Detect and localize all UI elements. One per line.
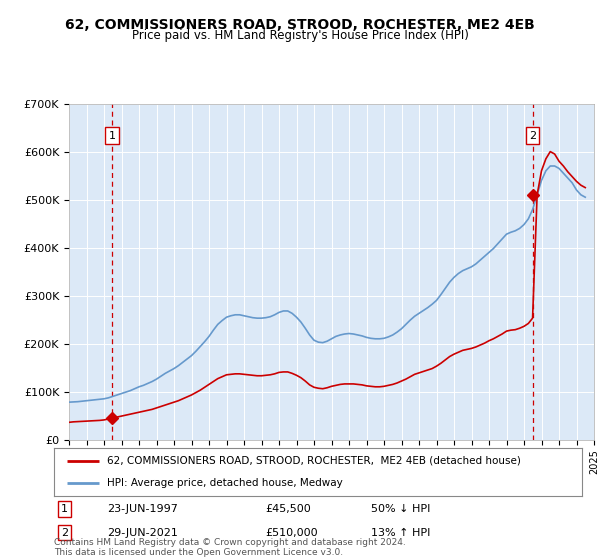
Text: 1: 1	[61, 504, 68, 514]
Text: 29-JUN-2021: 29-JUN-2021	[107, 528, 178, 538]
Text: 50% ↓ HPI: 50% ↓ HPI	[371, 504, 430, 514]
Text: £510,000: £510,000	[265, 528, 318, 538]
Text: £45,500: £45,500	[265, 504, 311, 514]
Text: 13% ↑ HPI: 13% ↑ HPI	[371, 528, 430, 538]
Text: 62, COMMISSIONERS ROAD, STROOD, ROCHESTER,  ME2 4EB (detached house): 62, COMMISSIONERS ROAD, STROOD, ROCHESTE…	[107, 456, 521, 466]
Text: 23-JUN-1997: 23-JUN-1997	[107, 504, 178, 514]
Text: Contains HM Land Registry data © Crown copyright and database right 2024.
This d: Contains HM Land Registry data © Crown c…	[54, 538, 406, 557]
Text: 2: 2	[61, 528, 68, 538]
Text: 2: 2	[529, 130, 536, 141]
Text: 62, COMMISSIONERS ROAD, STROOD, ROCHESTER, ME2 4EB: 62, COMMISSIONERS ROAD, STROOD, ROCHESTE…	[65, 18, 535, 32]
Text: Price paid vs. HM Land Registry's House Price Index (HPI): Price paid vs. HM Land Registry's House …	[131, 29, 469, 42]
Text: HPI: Average price, detached house, Medway: HPI: Average price, detached house, Medw…	[107, 478, 343, 488]
Text: 1: 1	[109, 130, 116, 141]
